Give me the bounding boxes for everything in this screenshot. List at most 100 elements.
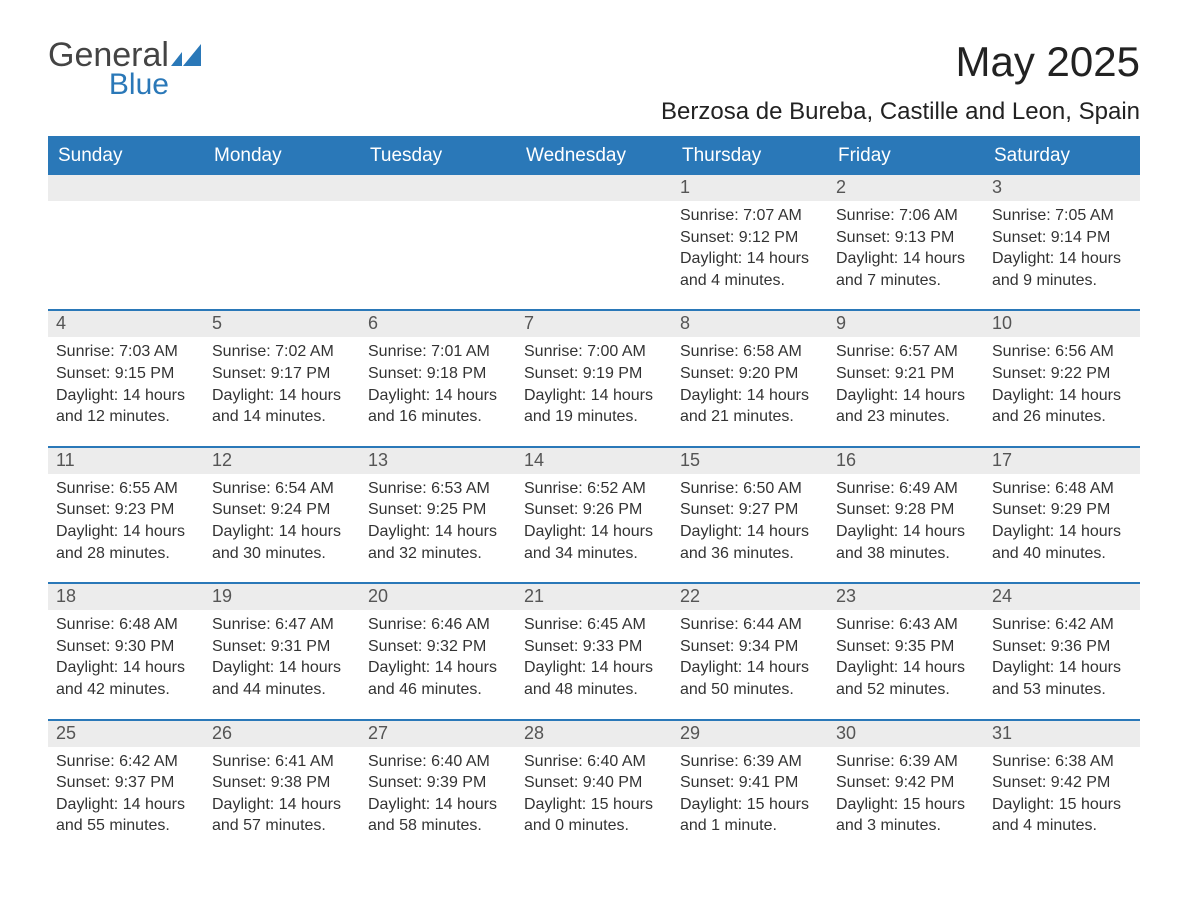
sunrise-text: Sunrise: 6:48 AM	[992, 478, 1132, 500]
day-cell: Sunrise: 6:38 AMSunset: 9:42 PMDaylight:…	[984, 747, 1140, 837]
week-row: 45678910Sunrise: 7:03 AMSunset: 9:15 PMD…	[48, 309, 1140, 445]
daylight-text: Daylight: 14 hours and 53 minutes.	[992, 657, 1132, 700]
daylight-text: Daylight: 14 hours and 34 minutes.	[524, 521, 664, 564]
day-cell: Sunrise: 6:52 AMSunset: 9:26 PMDaylight:…	[516, 474, 672, 564]
day-number: 14	[516, 448, 672, 474]
sunrise-text: Sunrise: 7:00 AM	[524, 341, 664, 363]
day-cell: Sunrise: 6:44 AMSunset: 9:34 PMDaylight:…	[672, 610, 828, 700]
sunrise-text: Sunrise: 6:42 AM	[56, 751, 196, 773]
sunrise-text: Sunrise: 6:44 AM	[680, 614, 820, 636]
dow-cell: Sunday	[48, 138, 204, 175]
day-number: 8	[672, 311, 828, 337]
sunset-text: Sunset: 9:12 PM	[680, 227, 820, 249]
day-cell: Sunrise: 7:00 AMSunset: 9:19 PMDaylight:…	[516, 337, 672, 427]
sunrise-text: Sunrise: 6:45 AM	[524, 614, 664, 636]
daylight-text: Daylight: 14 hours and 9 minutes.	[992, 248, 1132, 291]
dow-cell: Thursday	[672, 138, 828, 175]
week-row: 11121314151617Sunrise: 6:55 AMSunset: 9:…	[48, 446, 1140, 582]
dow-cell: Wednesday	[516, 138, 672, 175]
daylight-text: Daylight: 15 hours and 1 minute.	[680, 794, 820, 837]
sunset-text: Sunset: 9:25 PM	[368, 499, 508, 521]
day-number: 26	[204, 721, 360, 747]
daynum-strip: 45678910	[48, 311, 1140, 337]
sunrise-text: Sunrise: 6:42 AM	[992, 614, 1132, 636]
day-number: 7	[516, 311, 672, 337]
daylight-text: Daylight: 14 hours and 12 minutes.	[56, 385, 196, 428]
daylight-text: Daylight: 14 hours and 23 minutes.	[836, 385, 976, 428]
day-cell: Sunrise: 6:42 AMSunset: 9:37 PMDaylight:…	[48, 747, 204, 837]
day-number	[48, 175, 204, 201]
daylight-text: Daylight: 14 hours and 44 minutes.	[212, 657, 352, 700]
sunrise-text: Sunrise: 6:46 AM	[368, 614, 508, 636]
day-cell	[204, 201, 360, 291]
sunset-text: Sunset: 9:39 PM	[368, 772, 508, 794]
sunset-text: Sunset: 9:22 PM	[992, 363, 1132, 385]
day-number: 20	[360, 584, 516, 610]
sunset-text: Sunset: 9:34 PM	[680, 636, 820, 658]
daylight-text: Daylight: 14 hours and 50 minutes.	[680, 657, 820, 700]
sunrise-text: Sunrise: 7:07 AM	[680, 205, 820, 227]
day-number: 18	[48, 584, 204, 610]
sunrise-text: Sunrise: 7:01 AM	[368, 341, 508, 363]
sunset-text: Sunset: 9:14 PM	[992, 227, 1132, 249]
dow-cell: Saturday	[984, 138, 1140, 175]
day-cell: Sunrise: 6:39 AMSunset: 9:41 PMDaylight:…	[672, 747, 828, 837]
sunrise-text: Sunrise: 6:41 AM	[212, 751, 352, 773]
day-number: 4	[48, 311, 204, 337]
sunset-text: Sunset: 9:19 PM	[524, 363, 664, 385]
day-number: 28	[516, 721, 672, 747]
daylight-text: Daylight: 14 hours and 7 minutes.	[836, 248, 976, 291]
daynum-strip: 123	[48, 175, 1140, 201]
day-cell: Sunrise: 6:41 AMSunset: 9:38 PMDaylight:…	[204, 747, 360, 837]
day-number: 22	[672, 584, 828, 610]
sunset-text: Sunset: 9:13 PM	[836, 227, 976, 249]
day-cell: Sunrise: 6:50 AMSunset: 9:27 PMDaylight:…	[672, 474, 828, 564]
day-cell: Sunrise: 6:56 AMSunset: 9:22 PMDaylight:…	[984, 337, 1140, 427]
day-cell: Sunrise: 6:45 AMSunset: 9:33 PMDaylight:…	[516, 610, 672, 700]
day-number: 2	[828, 175, 984, 201]
calendar: SundayMondayTuesdayWednesdayThursdayFrid…	[48, 136, 1140, 855]
daylight-text: Daylight: 14 hours and 42 minutes.	[56, 657, 196, 700]
day-number: 12	[204, 448, 360, 474]
sunrise-text: Sunrise: 6:40 AM	[368, 751, 508, 773]
logo-text: General Blue	[48, 38, 169, 102]
daylight-text: Daylight: 14 hours and 4 minutes.	[680, 248, 820, 291]
daylight-text: Daylight: 14 hours and 36 minutes.	[680, 521, 820, 564]
daylight-text: Daylight: 14 hours and 19 minutes.	[524, 385, 664, 428]
dow-cell: Monday	[204, 138, 360, 175]
sunrise-text: Sunrise: 6:48 AM	[56, 614, 196, 636]
day-cell: Sunrise: 6:43 AMSunset: 9:35 PMDaylight:…	[828, 610, 984, 700]
page: General Blue May 2025 Berzosa de Bureba,…	[0, 0, 1188, 918]
sunset-text: Sunset: 9:24 PM	[212, 499, 352, 521]
day-cell: Sunrise: 6:58 AMSunset: 9:20 PMDaylight:…	[672, 337, 828, 427]
daylight-text: Daylight: 14 hours and 57 minutes.	[212, 794, 352, 837]
daylight-text: Daylight: 15 hours and 3 minutes.	[836, 794, 976, 837]
sunset-text: Sunset: 9:38 PM	[212, 772, 352, 794]
sunset-text: Sunset: 9:42 PM	[992, 772, 1132, 794]
sunset-text: Sunset: 9:35 PM	[836, 636, 976, 658]
sunrise-text: Sunrise: 6:58 AM	[680, 341, 820, 363]
day-number: 30	[828, 721, 984, 747]
day-cell: Sunrise: 7:03 AMSunset: 9:15 PMDaylight:…	[48, 337, 204, 427]
daylight-text: Daylight: 14 hours and 28 minutes.	[56, 521, 196, 564]
daylight-text: Daylight: 14 hours and 16 minutes.	[368, 385, 508, 428]
daynum-strip: 18192021222324	[48, 584, 1140, 610]
sunset-text: Sunset: 9:23 PM	[56, 499, 196, 521]
sunset-text: Sunset: 9:18 PM	[368, 363, 508, 385]
day-number: 31	[984, 721, 1140, 747]
sunset-text: Sunset: 9:37 PM	[56, 772, 196, 794]
daynum-strip: 25262728293031	[48, 721, 1140, 747]
sunrise-text: Sunrise: 6:55 AM	[56, 478, 196, 500]
day-number: 9	[828, 311, 984, 337]
day-cell: Sunrise: 6:48 AMSunset: 9:30 PMDaylight:…	[48, 610, 204, 700]
sunrise-text: Sunrise: 6:53 AM	[368, 478, 508, 500]
day-cell: Sunrise: 6:48 AMSunset: 9:29 PMDaylight:…	[984, 474, 1140, 564]
page-location: Berzosa de Bureba, Castille and Leon, Sp…	[661, 98, 1140, 126]
day-number: 1	[672, 175, 828, 201]
sunrise-text: Sunrise: 7:03 AM	[56, 341, 196, 363]
sunset-text: Sunset: 9:40 PM	[524, 772, 664, 794]
sunrise-text: Sunrise: 6:47 AM	[212, 614, 352, 636]
sunset-text: Sunset: 9:33 PM	[524, 636, 664, 658]
day-cell	[360, 201, 516, 291]
sunrise-text: Sunrise: 6:49 AM	[836, 478, 976, 500]
